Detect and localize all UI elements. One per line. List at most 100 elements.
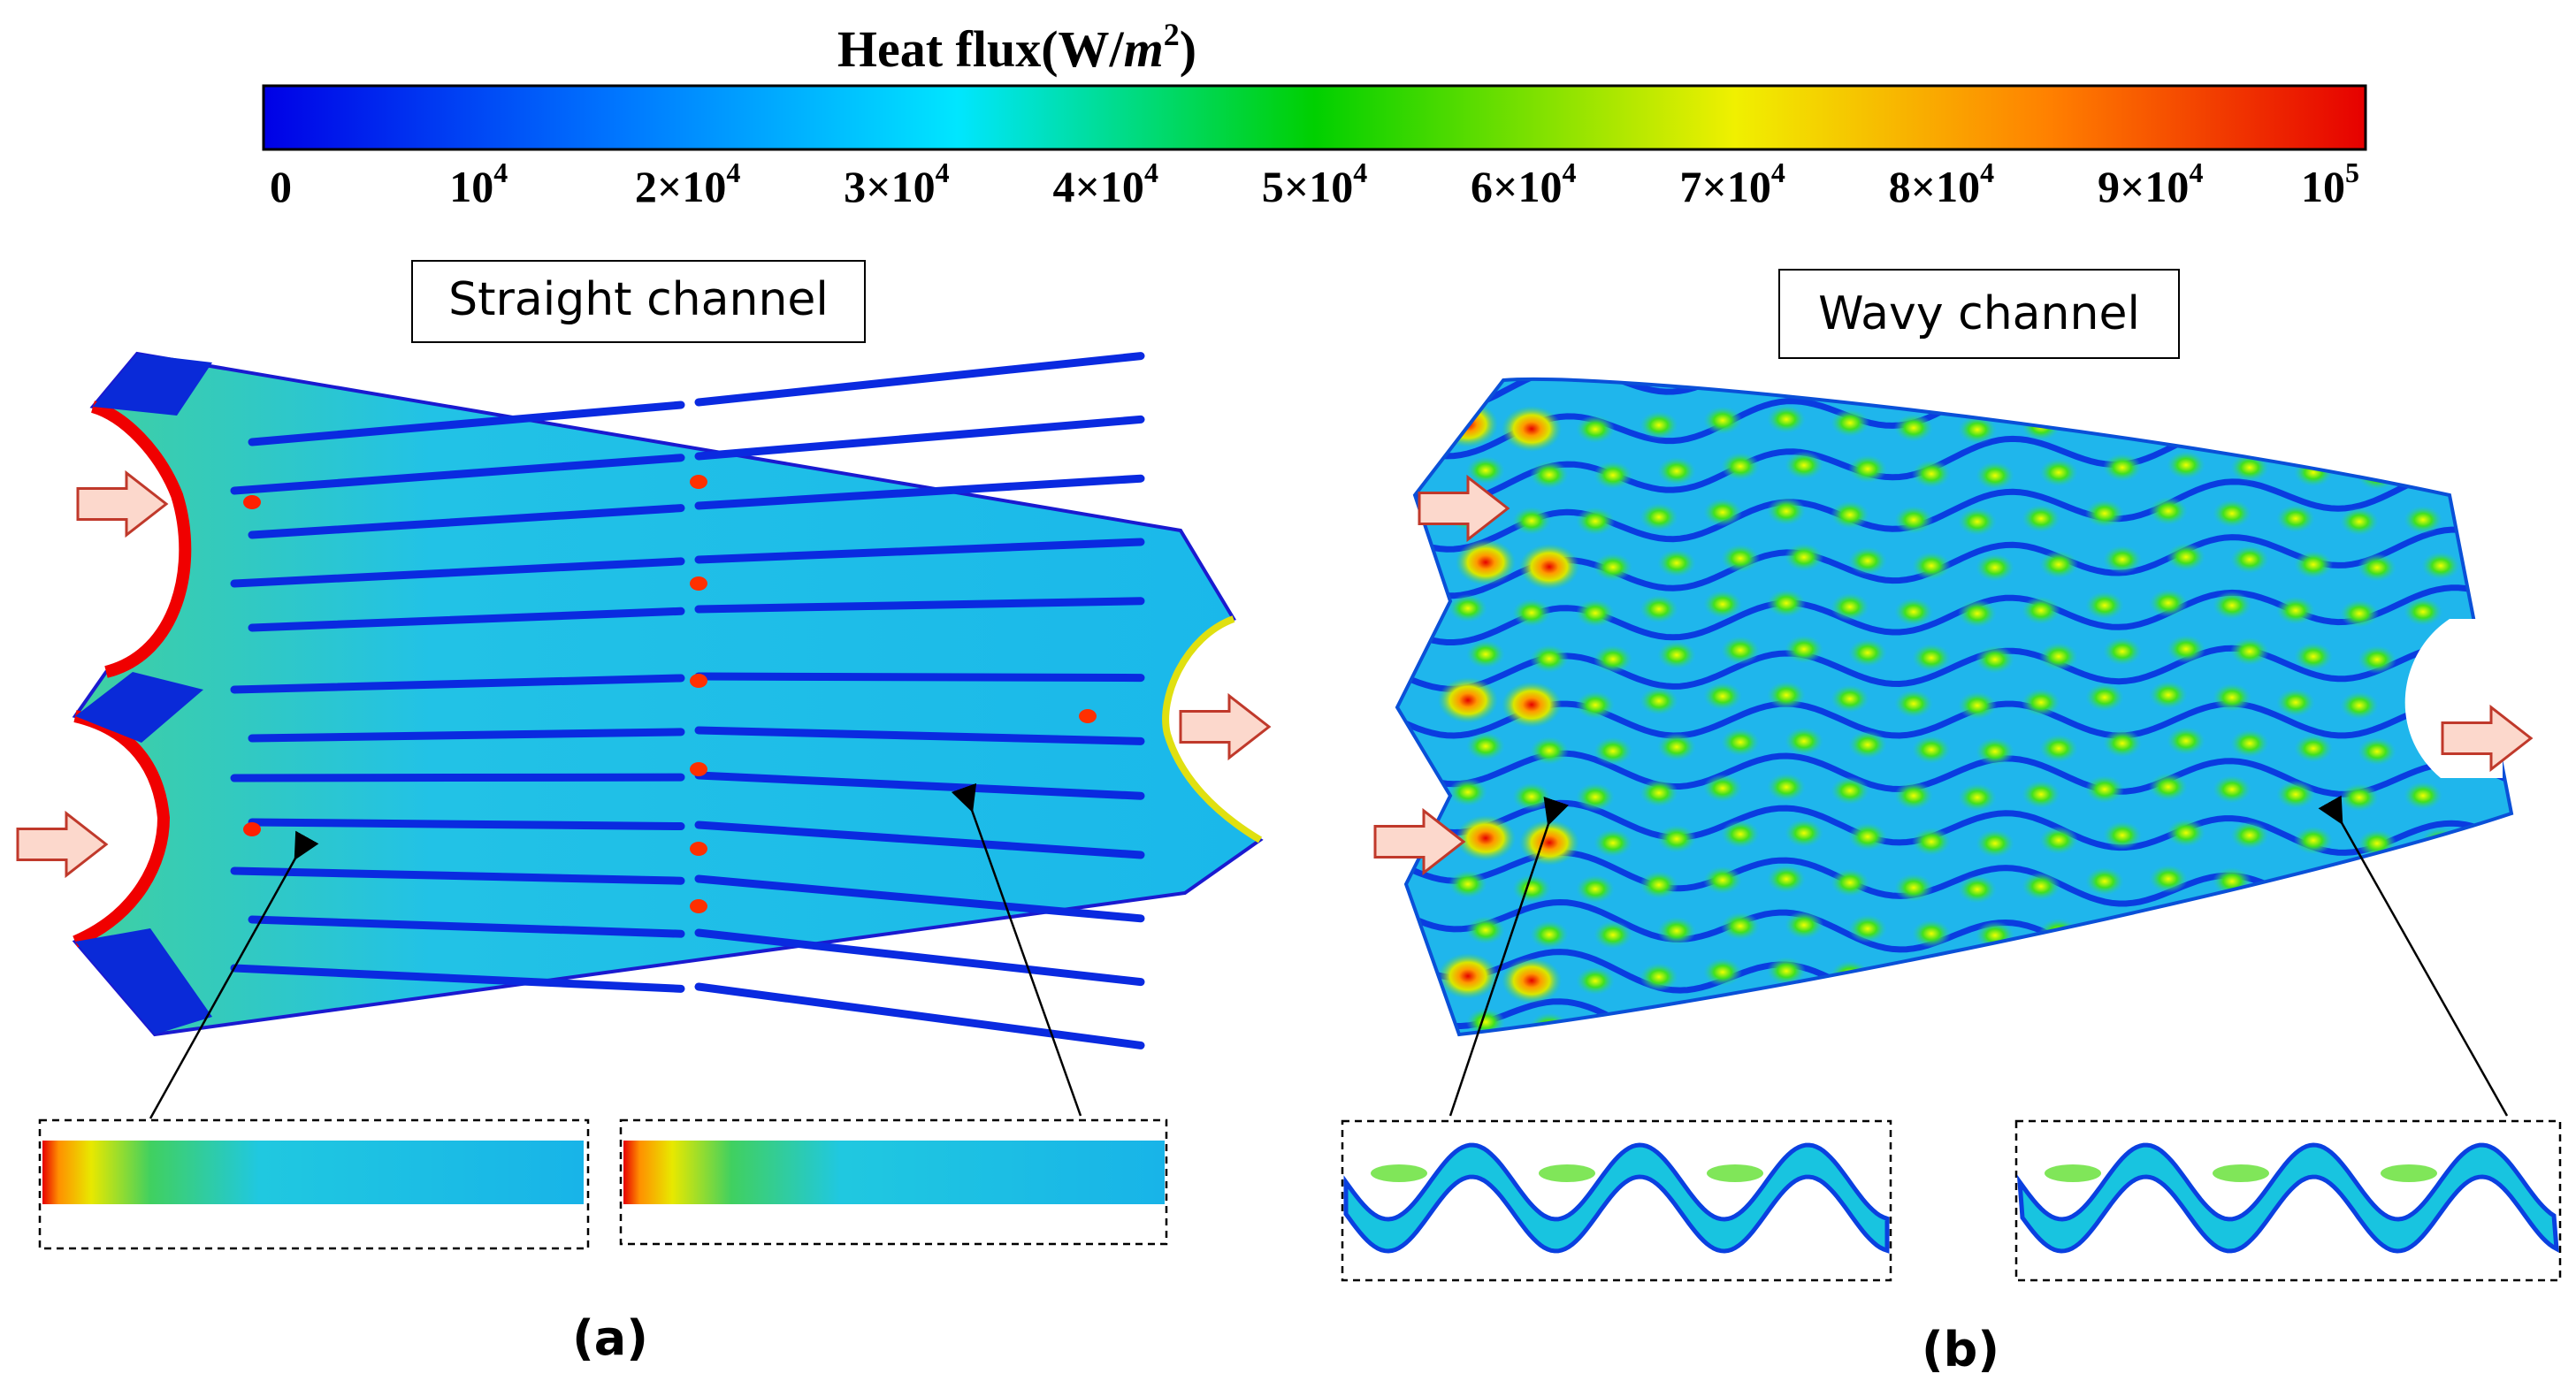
heat-spot [2230,1004,2269,1034]
rib-tip-hot [690,842,707,856]
colorbar-tick-label: 8×104 [1889,156,1995,211]
heat-spot [2421,1011,2460,1034]
inset-b-right-wave [2016,1142,2559,1254]
heat-spot [2358,645,2396,674]
wave-channel [1343,1142,1890,1254]
heat-spot [2149,497,2188,526]
heat-spot [1785,451,1823,480]
heat-spot [1976,736,2014,766]
colorbar: Heat flux(W/m2) 0 104 2×104 3×104 4×104 5×104… [262,17,2367,211]
rib [694,726,1145,745]
rib [230,674,685,694]
heat-spot [2276,504,2315,533]
heat-spot [1449,870,1487,898]
heat-spot [1721,544,1760,573]
heat-spot [2103,820,2142,850]
outlet-edge [1162,615,1263,843]
heat-spot [1594,461,1632,490]
heat-spot [1594,645,1632,674]
heat-spot [2404,597,2442,626]
wave-channel [2016,1142,2559,1254]
heat-spot [2294,550,2333,579]
rib-tip-hot [690,762,707,776]
heat-spot [1640,870,1678,899]
heat-spot [2167,911,2205,939]
heat-spot [2340,782,2379,812]
heat-spot [1958,599,1997,628]
heat-spot [2358,553,2396,582]
heat-spot [1848,822,1887,851]
heat-spot [2421,459,2460,488]
heat-spot [2103,637,2142,666]
heat-spot [1894,689,1933,718]
rib [694,771,1145,800]
wave-heat-band [1371,1164,1427,1182]
colorbar-tick-label: 2×104 [635,156,741,211]
colorbar-tick-label: 6×104 [1471,156,1577,211]
rib [248,728,685,743]
heat-spot [2039,1010,2078,1034]
heat-spot [1449,594,1487,622]
heat-spot [1456,539,1516,585]
heat-spot [1519,820,1579,866]
heat-spot [1594,736,1632,766]
heat-spot [1438,677,1498,723]
rib [694,874,1145,923]
inlet-arrow [76,469,169,538]
heat-spot [1640,778,1678,807]
heat-spot [1576,966,1615,996]
heat-spot [1530,645,1569,674]
heat-spot [1502,406,1562,453]
heat-spot [2085,958,2124,988]
heat-spot [1848,730,1887,759]
heat-spot [1894,965,1933,994]
rib [694,672,1145,683]
colorbar-tick-label: 9×104 [2098,156,2204,211]
heat-spot [1894,505,1933,534]
inset-a-right-frame [619,1118,1168,1246]
heat-spot [1785,727,1823,756]
heat-spot [1912,735,1951,764]
heat-spot [1703,406,1742,435]
heat-spot [1976,553,2014,582]
heat-spot [2167,727,2205,756]
heat-spot [2039,826,2078,855]
left-wall-shadow-2 [75,672,203,743]
heat-spot [2103,1004,2142,1034]
inlet-arrow [1418,474,1510,543]
wavy-rib [1397,642,2511,692]
heat-spot [1848,638,1887,668]
heat-spot [1912,827,1951,856]
heat-spot [1912,551,1951,580]
wave-heat-band [2381,1164,2437,1182]
heat-spot [2085,866,2124,896]
heat-spot [1976,645,2014,674]
heat-spot [2340,507,2379,536]
heat-spot [2149,957,2188,985]
panel-a-title: Straight channel [448,273,829,326]
heat-spot [1912,1011,1951,1034]
rib-tip-hot [243,822,261,836]
heat-spot [1594,553,1632,582]
inset-b-left-wave [1343,1142,1890,1254]
heat-spot [2022,596,2060,625]
rib [230,964,685,993]
heat-spot [1640,686,1678,715]
rib-tip-hot [690,674,707,688]
rib [694,820,1145,859]
rib-tip-hot [690,899,707,913]
wavy-rib [1397,526,2511,599]
heat-spot [1657,916,1696,945]
heat-spot [2358,1012,2396,1034]
heat-spot [1512,599,1551,628]
rib-tip-hot [690,475,707,489]
heat-spot [1466,640,1505,668]
heat-spot [1848,914,1887,943]
heat-spot [1721,728,1760,757]
heat-spot [1657,732,1696,761]
heat-spot [1785,911,1823,940]
heat-spot [1976,461,2014,490]
heat-spot [1594,920,1632,950]
heat-spot [2085,499,2124,528]
